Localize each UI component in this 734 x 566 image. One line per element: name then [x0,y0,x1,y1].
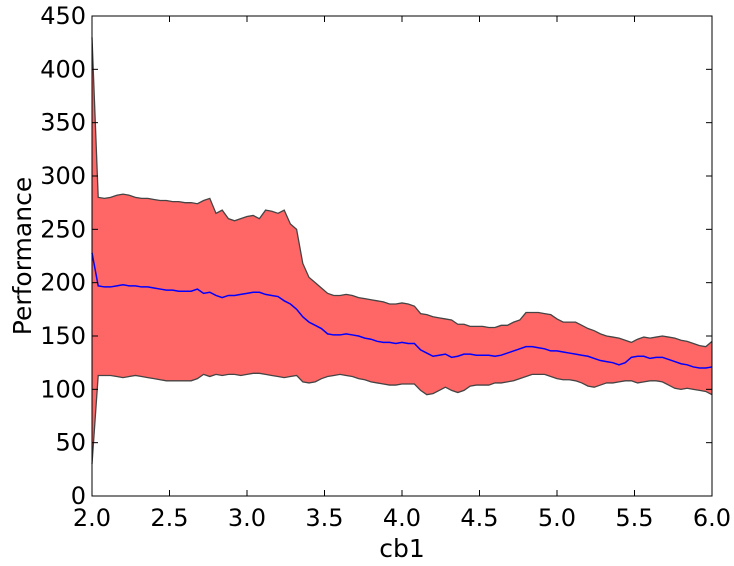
y-tick-label: 150 [40,322,86,350]
y-tick-label: 250 [40,215,86,243]
y-tick-label: 100 [40,375,86,403]
x-axis-title: cb1 [379,534,425,563]
y-tick-label: 200 [40,269,86,297]
plot-area [91,37,713,465]
x-tick-label: 3.0 [228,504,266,532]
mean-line [91,252,713,369]
x-tick-label: 4.5 [460,504,498,532]
x-tick-label: 4.0 [383,504,421,532]
y-tick-label: 50 [55,429,86,457]
tick-labels: 2.0 2.5 3.0 3.5 4.0 4.5 5.0 5.5 6.0 0 50 100 150 200 2… [40,2,731,532]
x-tick-label: 5.5 [615,504,653,532]
x-tick-label: 2.5 [150,504,188,532]
x-tick-label: 5.0 [538,504,576,532]
lower-bound-line [91,372,713,465]
plot-frame [91,15,713,497]
x-tick-label: 6.0 [693,504,731,532]
y-tick-label: 350 [40,109,86,137]
y-tick-label: 300 [40,162,86,190]
upper-bound-line [91,37,713,348]
x-tick-label: 2.0 [73,504,111,532]
x-tick-label: 3.5 [305,504,343,532]
y-tick-label: 400 [40,55,86,83]
y-axis-title: Performance [8,177,37,335]
y-tick-label: 450 [40,2,86,30]
y-tick-label: 0 [71,482,86,510]
confidence-band [92,37,712,464]
